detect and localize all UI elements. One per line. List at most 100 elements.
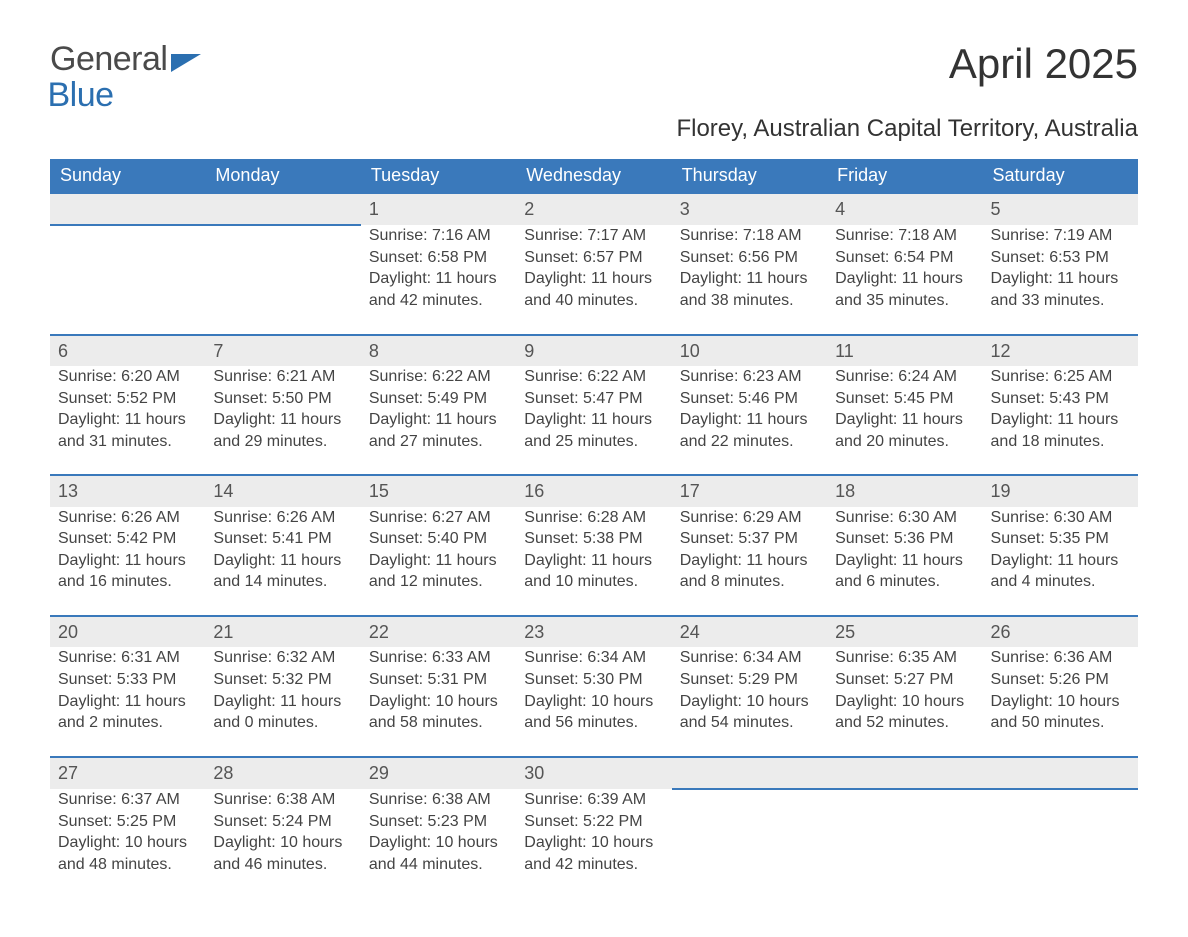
day-number: 29 <box>361 757 516 789</box>
daynum-row: 6789101112 <box>50 335 1138 366</box>
sunrise-line: Sunrise: 6:30 AM <box>835 507 974 529</box>
sunrise-line: Sunrise: 6:26 AM <box>58 507 197 529</box>
sunset-line: Sunset: 5:25 PM <box>58 811 197 833</box>
day-cell: Sunrise: 6:23 AMSunset: 5:46 PMDaylight:… <box>672 366 827 475</box>
daylight-line: Daylight: 11 hours and 16 minutes. <box>58 550 197 593</box>
day-number: 30 <box>516 757 671 789</box>
day-number: 16 <box>516 475 671 506</box>
day-number: 3 <box>672 193 827 225</box>
day-number: 4 <box>827 193 982 225</box>
day-number <box>827 757 982 789</box>
sunset-line: Sunset: 5:40 PM <box>369 528 508 550</box>
daylight-line: Daylight: 10 hours and 44 minutes. <box>369 832 508 875</box>
day-cell: Sunrise: 6:27 AMSunset: 5:40 PMDaylight:… <box>361 507 516 616</box>
day-number: 15 <box>361 475 516 506</box>
day-number <box>672 757 827 789</box>
day-number: 5 <box>983 193 1138 225</box>
daynum-row: 12345 <box>50 193 1138 225</box>
sunrise-line: Sunrise: 6:33 AM <box>369 647 508 669</box>
col-saturday: Saturday <box>983 159 1138 193</box>
day-cell: Sunrise: 6:24 AMSunset: 5:45 PMDaylight:… <box>827 366 982 475</box>
day-cell: Sunrise: 6:31 AMSunset: 5:33 PMDaylight:… <box>50 647 205 756</box>
day-number <box>50 193 205 225</box>
day-cell: Sunrise: 6:29 AMSunset: 5:37 PMDaylight:… <box>672 507 827 616</box>
logo-word-general: General <box>50 40 167 79</box>
day-cell: Sunrise: 6:25 AMSunset: 5:43 PMDaylight:… <box>983 366 1138 475</box>
day-cell: Sunrise: 7:17 AMSunset: 6:57 PMDaylight:… <box>516 225 671 334</box>
day-cell <box>672 789 827 897</box>
sunset-line: Sunset: 5:52 PM <box>58 388 197 410</box>
daylight-line: Daylight: 10 hours and 46 minutes. <box>213 832 352 875</box>
day-number: 27 <box>50 757 205 789</box>
daylight-line: Daylight: 11 hours and 22 minutes. <box>680 409 819 452</box>
daylight-line: Daylight: 11 hours and 25 minutes. <box>524 409 663 452</box>
day-number: 1 <box>361 193 516 225</box>
sunset-line: Sunset: 5:47 PM <box>524 388 663 410</box>
sunset-line: Sunset: 5:46 PM <box>680 388 819 410</box>
daylight-line: Daylight: 11 hours and 33 minutes. <box>991 268 1130 311</box>
daylight-line: Daylight: 11 hours and 0 minutes. <box>213 691 352 734</box>
daylight-line: Daylight: 11 hours and 18 minutes. <box>991 409 1130 452</box>
sunset-line: Sunset: 5:26 PM <box>991 669 1130 691</box>
day-cell: Sunrise: 6:34 AMSunset: 5:30 PMDaylight:… <box>516 647 671 756</box>
sunrise-line: Sunrise: 6:30 AM <box>991 507 1130 529</box>
sunrise-line: Sunrise: 7:16 AM <box>369 225 508 247</box>
sunrise-line: Sunrise: 7:18 AM <box>835 225 974 247</box>
sunset-line: Sunset: 6:53 PM <box>991 247 1130 269</box>
sunset-line: Sunset: 5:43 PM <box>991 388 1130 410</box>
sunset-line: Sunset: 5:35 PM <box>991 528 1130 550</box>
daylight-line: Daylight: 11 hours and 42 minutes. <box>369 268 508 311</box>
sunrise-line: Sunrise: 7:18 AM <box>680 225 819 247</box>
daylight-line: Daylight: 10 hours and 56 minutes. <box>524 691 663 734</box>
sunset-line: Sunset: 5:27 PM <box>835 669 974 691</box>
daylight-line: Daylight: 11 hours and 6 minutes. <box>835 550 974 593</box>
sunset-line: Sunset: 5:31 PM <box>369 669 508 691</box>
sunset-line: Sunset: 5:41 PM <box>213 528 352 550</box>
month-title: April 2025 <box>949 40 1138 88</box>
day-number: 9 <box>516 335 671 366</box>
day-cell: Sunrise: 7:19 AMSunset: 6:53 PMDaylight:… <box>983 225 1138 334</box>
sunrise-line: Sunrise: 6:34 AM <box>680 647 819 669</box>
day-cell: Sunrise: 6:39 AMSunset: 5:22 PMDaylight:… <box>516 789 671 897</box>
day-cell: Sunrise: 6:36 AMSunset: 5:26 PMDaylight:… <box>983 647 1138 756</box>
daylight-line: Daylight: 11 hours and 12 minutes. <box>369 550 508 593</box>
sunset-line: Sunset: 5:50 PM <box>213 388 352 410</box>
sunrise-line: Sunrise: 6:22 AM <box>369 366 508 388</box>
day-number: 22 <box>361 616 516 647</box>
sunrise-line: Sunrise: 6:28 AM <box>524 507 663 529</box>
week-row: Sunrise: 6:20 AMSunset: 5:52 PMDaylight:… <box>50 366 1138 475</box>
calendar-header-row: Sunday Monday Tuesday Wednesday Thursday… <box>50 159 1138 193</box>
sunrise-line: Sunrise: 6:35 AM <box>835 647 974 669</box>
sunrise-line: Sunrise: 6:39 AM <box>524 789 663 811</box>
sunrise-line: Sunrise: 6:36 AM <box>991 647 1130 669</box>
daylight-line: Daylight: 10 hours and 42 minutes. <box>524 832 663 875</box>
sunset-line: Sunset: 5:38 PM <box>524 528 663 550</box>
day-number: 25 <box>827 616 982 647</box>
daylight-line: Daylight: 10 hours and 58 minutes. <box>369 691 508 734</box>
daylight-line: Daylight: 11 hours and 40 minutes. <box>524 268 663 311</box>
sunset-line: Sunset: 6:54 PM <box>835 247 974 269</box>
day-cell: Sunrise: 6:22 AMSunset: 5:47 PMDaylight:… <box>516 366 671 475</box>
week-row: Sunrise: 6:31 AMSunset: 5:33 PMDaylight:… <box>50 647 1138 756</box>
sunrise-line: Sunrise: 6:32 AM <box>213 647 352 669</box>
sunrise-line: Sunrise: 6:31 AM <box>58 647 197 669</box>
day-number: 19 <box>983 475 1138 506</box>
daylight-line: Daylight: 11 hours and 31 minutes. <box>58 409 197 452</box>
day-cell: Sunrise: 7:18 AMSunset: 6:54 PMDaylight:… <box>827 225 982 334</box>
day-number: 11 <box>827 335 982 366</box>
daylight-line: Daylight: 11 hours and 14 minutes. <box>213 550 352 593</box>
col-thursday: Thursday <box>672 159 827 193</box>
sunset-line: Sunset: 5:32 PM <box>213 669 352 691</box>
day-cell: Sunrise: 6:30 AMSunset: 5:35 PMDaylight:… <box>983 507 1138 616</box>
day-cell: Sunrise: 6:37 AMSunset: 5:25 PMDaylight:… <box>50 789 205 897</box>
sunrise-line: Sunrise: 7:17 AM <box>524 225 663 247</box>
day-number: 26 <box>983 616 1138 647</box>
sunrise-line: Sunrise: 6:38 AM <box>369 789 508 811</box>
daynum-row: 13141516171819 <box>50 475 1138 506</box>
day-cell: Sunrise: 6:38 AMSunset: 5:23 PMDaylight:… <box>361 789 516 897</box>
day-cell: Sunrise: 6:30 AMSunset: 5:36 PMDaylight:… <box>827 507 982 616</box>
day-cell: Sunrise: 6:28 AMSunset: 5:38 PMDaylight:… <box>516 507 671 616</box>
daynum-row: 27282930 <box>50 757 1138 789</box>
day-number <box>983 757 1138 789</box>
logo-mark-icon <box>171 54 201 72</box>
